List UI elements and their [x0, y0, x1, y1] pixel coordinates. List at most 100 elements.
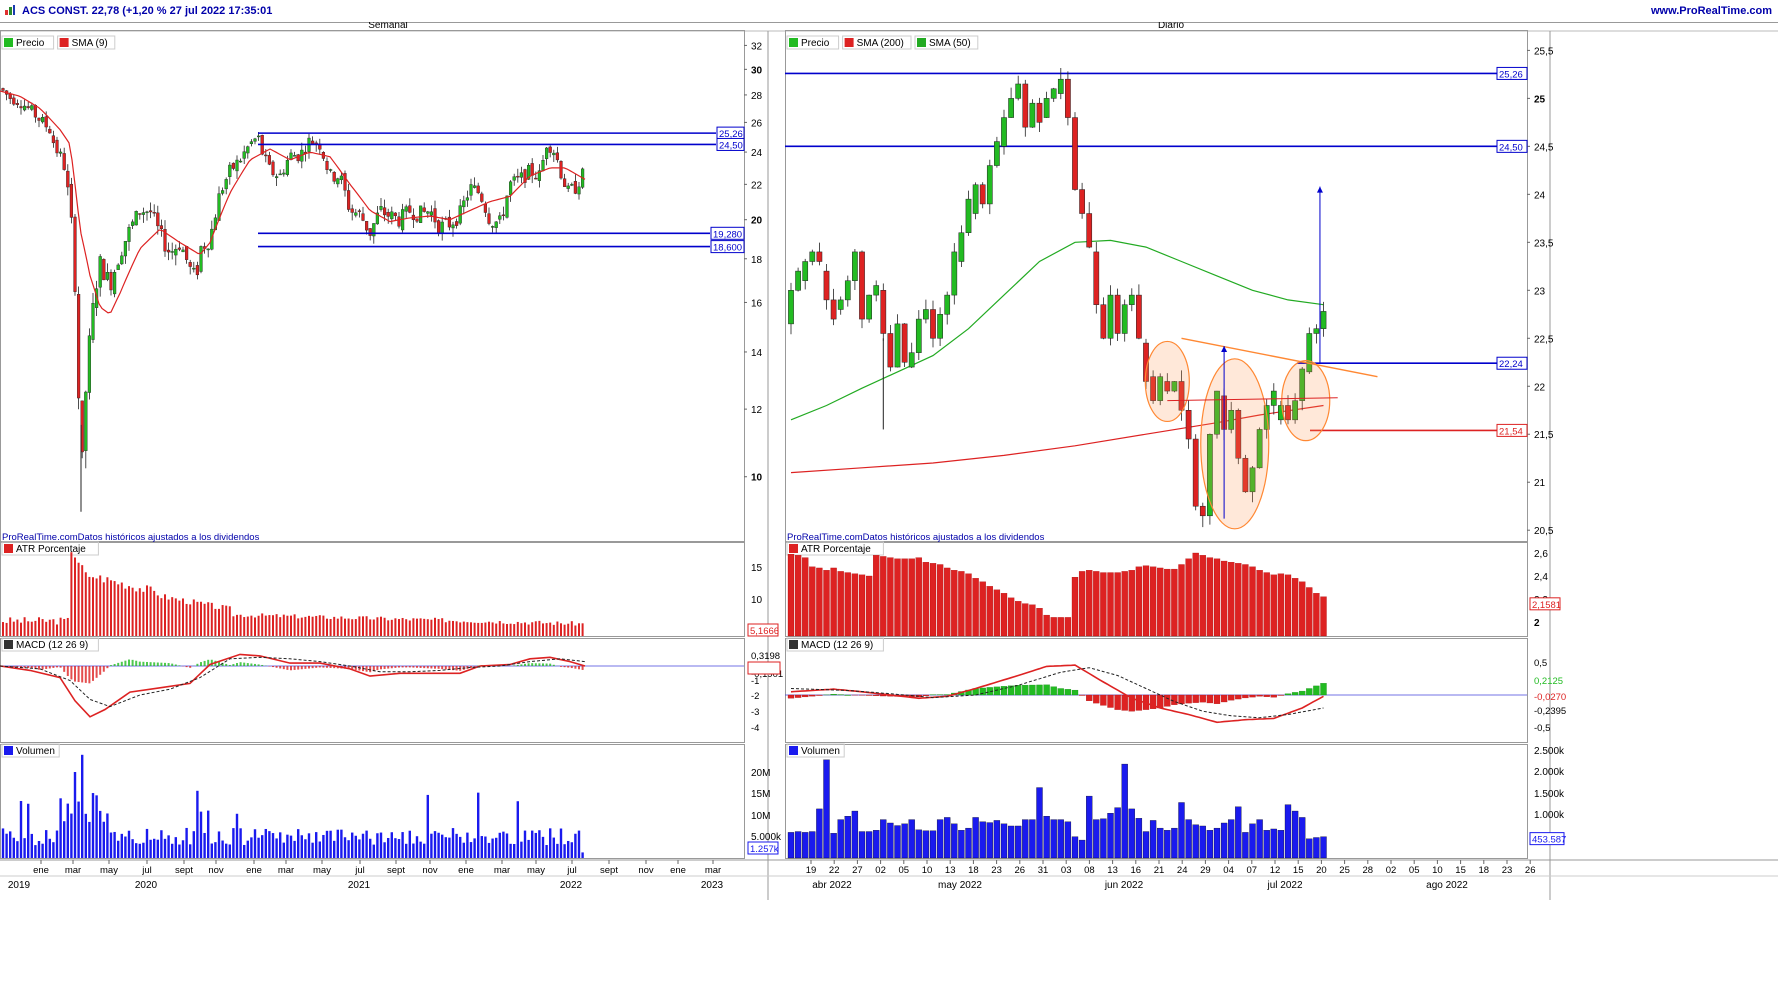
weekly-volume-bar — [462, 842, 465, 858]
weekly-atr-bar — [524, 622, 526, 636]
weekly-candle — [105, 272, 109, 280]
daily-candle — [1207, 433, 1213, 517]
weekly-atr-bar — [146, 585, 148, 636]
daily-macd-tick: -0,5 — [1534, 723, 1550, 734]
weekly-macd-hist-bar — [63, 666, 66, 672]
weekly-atr-bar — [182, 598, 184, 636]
weekly-volume-bar — [351, 832, 354, 858]
weekly-atr-bar — [257, 615, 260, 636]
weekly-atr-bar — [398, 619, 400, 636]
weekly-macd-hist-bar — [149, 662, 152, 666]
weekly-candle — [530, 163, 534, 176]
weekly-candle — [555, 152, 559, 161]
daily-volume-tick: 2.000k — [1534, 767, 1565, 778]
daily-candle — [1285, 405, 1291, 421]
daily-macd-hist-bar — [1149, 694, 1157, 709]
daily-x-day: 26 — [1525, 865, 1536, 876]
weekly-volume-bar — [27, 803, 30, 858]
daily-candle — [1306, 333, 1313, 373]
weekly-volume-bar — [246, 840, 249, 858]
weekly-volume-bar — [91, 793, 95, 858]
weekly-x-month: sept — [600, 865, 618, 876]
weekly-volume-bar — [203, 832, 206, 858]
weekly-macd-hist-bar — [538, 663, 541, 666]
weekly-atr-bar — [117, 584, 120, 636]
daily-atr-bar — [1007, 597, 1015, 637]
weekly-macd-hist-bar — [452, 666, 454, 671]
weekly-macd-hist-bar — [138, 661, 141, 666]
daily-candle — [1320, 311, 1327, 329]
daily-candle — [1278, 405, 1284, 421]
weekly-macd-hist-bar — [304, 666, 307, 669]
daily-price-tick: 21 — [1534, 478, 1546, 489]
daily-x-day: 16 — [1131, 865, 1142, 876]
daily-macd-hist-bar — [1192, 694, 1199, 703]
weekly-candle — [23, 105, 27, 111]
daily-volume-bar — [873, 830, 880, 859]
daily-x-day: 28 — [1363, 865, 1374, 876]
weekly-level-label: 25,26 — [719, 129, 743, 140]
weekly-volume-bar — [257, 837, 260, 858]
weekly-macd-hist-bar — [200, 662, 202, 666]
weekly-candle — [192, 267, 196, 270]
daily-atr-bar — [1220, 560, 1228, 637]
weekly-atr-bar — [38, 617, 40, 636]
weekly-volume-bar — [1, 828, 5, 858]
weekly-candle — [408, 205, 412, 213]
weekly-macd-hist-bar — [311, 666, 314, 669]
daily-volume-bar — [1235, 806, 1242, 859]
weekly-atr-bar — [531, 622, 534, 636]
weekly-x-month: may — [313, 865, 331, 876]
daily-volume-bar — [1313, 837, 1320, 859]
weekly-macd-hist-bar — [441, 666, 444, 670]
weekly-volume-bar — [513, 844, 516, 858]
weekly-macd-hist-bar — [99, 666, 102, 675]
daily-macd-hist-bar — [1220, 694, 1228, 703]
weekly-volume-bar — [174, 837, 177, 858]
weekly-candle — [347, 190, 351, 210]
weekly-atr-bar — [239, 614, 242, 636]
weekly-price-tick: 12 — [751, 405, 763, 416]
daily-volume-bar — [1050, 819, 1057, 859]
daily-atr-bar — [880, 556, 887, 637]
weekly-volume-bar — [577, 830, 581, 858]
weekly-macd-hist-bar — [560, 666, 562, 667]
weekly-atr-bar — [27, 621, 30, 636]
daily-volume-bar — [1093, 819, 1100, 859]
daily-macd-hist-bar — [1313, 685, 1320, 696]
weekly-volume-bar — [207, 810, 210, 858]
daily-macd-hist-bar — [1007, 685, 1015, 696]
daily-macd-hist-bar — [1064, 689, 1072, 696]
weekly-volume-bar — [307, 833, 311, 858]
weekly-macd-hist-bar — [34, 666, 37, 670]
site-link[interactable]: www.ProRealTime.com — [1650, 5, 1772, 17]
weekly-atr-bar — [455, 621, 458, 636]
daily-candle — [994, 141, 1000, 166]
weekly-volume-bar — [117, 840, 120, 858]
daily-volume-bar — [1015, 825, 1022, 859]
daily-volume-bar — [1178, 802, 1185, 859]
weekly-volume-bar — [55, 830, 59, 858]
daily-candle — [1008, 98, 1014, 118]
weekly-atr-bar — [430, 619, 433, 636]
panel-frame — [785, 638, 1528, 743]
weekly-atr-bar — [567, 623, 570, 636]
weekly-macd-hist-bar — [196, 663, 199, 666]
weekly-macd-hist-bar — [369, 666, 372, 673]
weekly-x-year: 2021 — [348, 880, 371, 891]
weekly-volume-bar — [448, 837, 451, 858]
weekly-candle — [94, 288, 99, 308]
chart-area[interactable]: Semanal Diario Precio SMA (9) Precio SMA (200… — [0, 22, 1778, 1000]
weekly-atr-bar — [480, 622, 483, 636]
weekly-atr-bar — [106, 577, 109, 636]
daily-volume-bar — [951, 823, 958, 859]
weekly-macd-hist-bar — [254, 663, 256, 666]
weekly-candle — [257, 135, 261, 138]
daily-candle — [923, 309, 929, 320]
weekly-level-label: 18,600 — [713, 243, 742, 254]
daily-atr-bar — [1142, 565, 1150, 637]
daily-x-day: 19 — [806, 865, 817, 876]
weekly-macd-hist-bar — [38, 666, 40, 670]
weekly-volume-bar — [124, 836, 127, 858]
daily-candle — [1043, 98, 1050, 118]
